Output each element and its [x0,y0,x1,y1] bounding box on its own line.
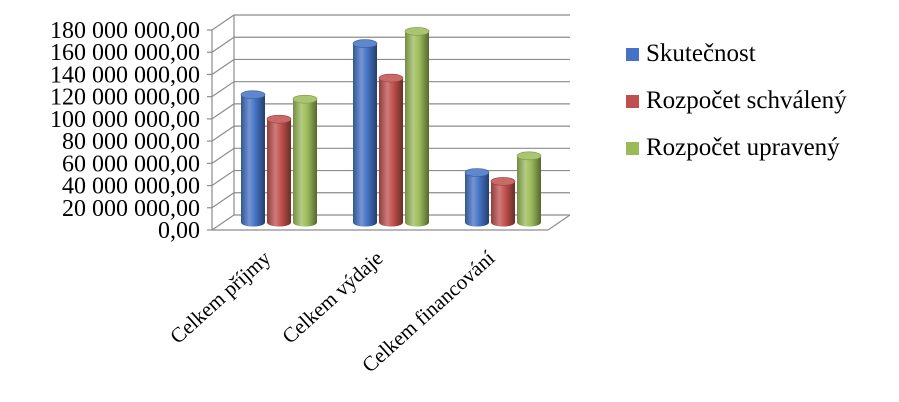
y-tick-label: 20 000 000,00 [62,196,200,222]
bar [464,168,490,227]
bar [292,94,318,227]
gridline [211,36,570,53]
legend: Skutečnost Rozpočet schválený Rozpočet upr… [626,40,847,161]
bar [516,151,542,227]
legend-entry: Rozpočet schválený [646,87,847,114]
bars [240,27,542,227]
legend-swatch [626,48,639,61]
y-tick-label: 0,00 [158,218,200,244]
legend-swatch [626,95,639,108]
y-tick-label: 80 000 000,00 [62,129,200,155]
bar [404,27,430,227]
bar [266,114,292,227]
bar [240,90,266,227]
y-tick-label: 120 000 000,00 [50,85,200,111]
y-tick-label: 160 000 000,00 [50,40,200,66]
gridlines [207,14,571,231]
y-tick-label: 180 000 000,00 [50,18,200,44]
y-tick-label: 40 000 000,00 [62,174,200,200]
floor-edge [547,214,571,231]
bar [378,73,404,227]
y-tick-label: 60 000 000,00 [62,151,200,177]
x-tick-label: Celkem výdaje [277,246,387,349]
x-tick-label: Celkem příjmy [165,246,275,349]
bar [352,39,378,227]
y-tick-label: 100 000 000,00 [50,107,200,133]
gridline [211,58,570,75]
bar [490,177,516,227]
legend-swatch [626,142,639,155]
legend-entry: Skutečnost [646,40,756,67]
y-tick-label: 140 000 000,00 [50,62,200,88]
legend-entry: Rozpočet upravený [646,134,840,161]
gridline [211,14,570,31]
